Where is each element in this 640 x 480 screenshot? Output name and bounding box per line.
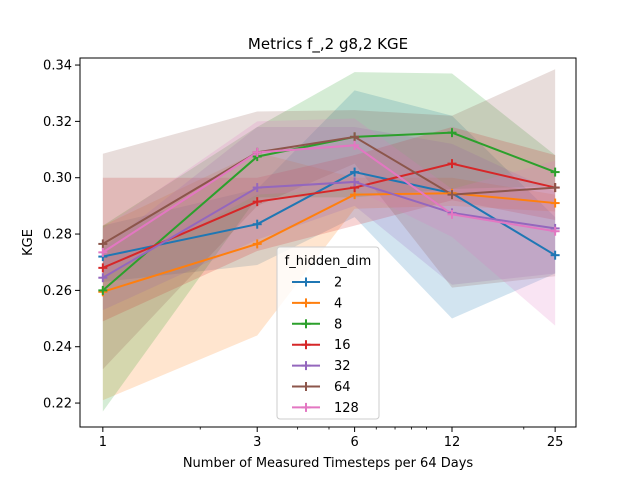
marker-series-128-x6 <box>350 140 360 150</box>
marker-series-8-x12 <box>447 128 457 138</box>
x-axis-label: Number of Measured Timesteps per 64 Days <box>183 456 474 471</box>
legend-item-64: 64 <box>292 380 351 395</box>
marker-series-32-x3 <box>252 183 262 193</box>
legend-items: 2 4 8 16 32 64 128 <box>292 276 359 416</box>
y-tick-label-0.24: 0.24 <box>43 340 72 355</box>
marker-series-64-x1 <box>98 239 108 249</box>
band-series-16 <box>102 127 556 322</box>
band-series-8 <box>102 72 556 412</box>
band-series-128 <box>102 118 556 326</box>
plot-frame <box>79 57 577 428</box>
legend-item-16: 16 <box>292 338 351 353</box>
legend-item-4: 4 <box>292 296 342 311</box>
y-tick-label-0.26: 0.26 <box>43 284 72 299</box>
x-tick-label-25: 25 <box>547 435 564 450</box>
band-series-32 <box>102 127 556 311</box>
y-tick-label-0.32: 0.32 <box>43 115 72 130</box>
legend-label-4: 4 <box>334 296 342 311</box>
x-axis: 1 3 6 12 25 <box>99 427 564 450</box>
legend-label-8: 8 <box>334 317 342 332</box>
legend-label-128: 128 <box>334 401 359 416</box>
y-tick-label-0.34: 0.34 <box>43 59 72 74</box>
marker-series-128-x3 <box>252 147 262 157</box>
marker-series-64-x6 <box>350 132 360 142</box>
confidence-bands <box>102 69 556 412</box>
x-tick-label-1: 1 <box>99 435 107 450</box>
marker-series-2-x3 <box>252 219 262 229</box>
marker-series-128-x1 <box>98 247 108 257</box>
marker-series-16-x12 <box>447 159 457 169</box>
legend-title: f_hidden_dim <box>285 254 372 269</box>
marker-series-4-x25 <box>550 198 560 208</box>
marker-series-32-x1 <box>98 273 108 283</box>
marker-series-128-x25 <box>550 226 560 236</box>
legend-label-16: 16 <box>334 338 351 353</box>
legend-item-8: 8 <box>292 317 342 332</box>
chart-title: Metrics f_,2 g8,2 KGE <box>248 35 408 54</box>
x-tick-label-6: 6 <box>350 435 358 450</box>
marker-series-2-x6 <box>350 167 360 177</box>
y-tick-label-0.30: 0.30 <box>43 171 72 186</box>
marker-series-64-x25 <box>550 183 560 193</box>
legend-label-64: 64 <box>334 380 351 395</box>
series-markers <box>98 128 560 297</box>
marker-series-4-x3 <box>252 239 262 249</box>
marker-series-32-x6 <box>350 177 360 187</box>
marker-series-16-x3 <box>252 197 262 207</box>
x-tick-label-12: 12 <box>444 435 461 450</box>
y-tick-label-0.28: 0.28 <box>43 228 72 243</box>
legend-label-2: 2 <box>334 276 342 291</box>
marker-series-2-x25 <box>550 250 560 260</box>
legend-frame <box>276 246 380 420</box>
marker-series-16-x1 <box>98 263 108 273</box>
legend: f_hidden_dim 2 4 8 16 32 64 128 <box>276 246 380 420</box>
legend-item-128: 128 <box>292 401 359 416</box>
y-axis: 0.22 0.24 0.26 0.28 0.30 0.32 0.34 <box>43 59 80 412</box>
legend-label-32: 32 <box>334 359 351 374</box>
x-tick-label-3: 3 <box>253 435 261 450</box>
band-series-2 <box>102 90 556 319</box>
band-series-4 <box>102 152 556 401</box>
legend-item-32: 32 <box>292 359 351 374</box>
marker-series-8-x1 <box>98 285 108 295</box>
marker-series-8-x25 <box>550 167 560 177</box>
y-tick-label-0.22: 0.22 <box>43 397 72 412</box>
marker-series-64-x12 <box>447 190 457 200</box>
marker-series-128-x12 <box>447 209 457 219</box>
band-series-64 <box>102 69 556 370</box>
plot-area <box>98 69 560 412</box>
y-axis-label: KGE <box>21 229 36 256</box>
legend-item-2: 2 <box>292 276 342 291</box>
